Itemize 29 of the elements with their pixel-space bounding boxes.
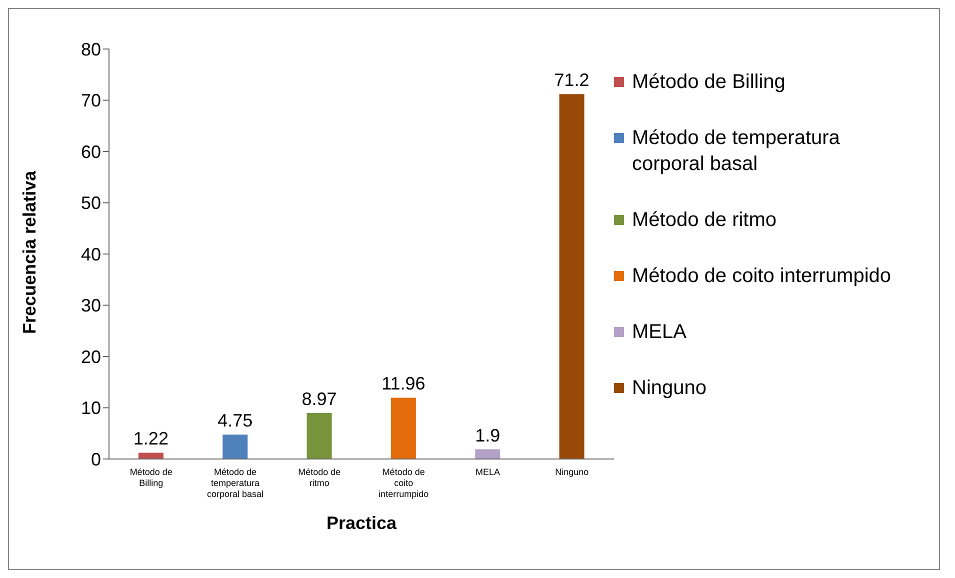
legend-label: Método de temperatura corporal basal [632,126,841,177]
y-tick-label: 10 [80,398,101,418]
data-label: 1.22 [133,428,168,449]
y-tick-label: 30 [80,296,101,316]
data-label: 71.2 [554,70,590,90]
y-tick-label: 40 [80,244,101,264]
data-label: 8.97 [302,389,337,410]
legend-label: Ninguno [632,376,708,401]
data-label: 11.96 [382,374,426,394]
legend-label: Método de Billing [632,70,786,95]
y-tick-label: 70 [80,90,101,111]
y-tick-label: 50 [80,193,101,214]
y-tick-label: 20 [80,346,101,367]
x-tick-label: Método de ritmo [298,467,341,488]
legend-label: MELA [632,320,688,345]
x-tick-label: Método de coito interrumpido [378,467,429,499]
y-tick-label: 80 [80,39,101,60]
x-tick-label: Ninguno [555,467,589,477]
data-label: 4.75 [218,410,253,431]
y-tick-label: 60 [80,142,101,162]
legend-label: Método de ritmo [632,208,778,233]
x-tick-label: Método de Billing [130,467,172,488]
y-tick-label: 0 [90,449,101,470]
legend-label: Método de coito interrumpido [632,264,892,289]
x-tick-label: Método de temperatura corporal basal [206,467,264,499]
x-axis-title: Practica [326,513,398,533]
x-tick-label: MELA [475,467,500,477]
data-label: 1.9 [475,425,500,446]
y-axis-title: Frecuencia relativa [19,170,40,334]
